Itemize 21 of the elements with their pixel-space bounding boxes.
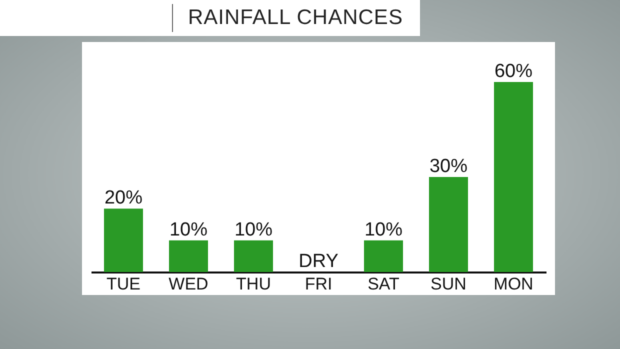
data-label: 30%: [429, 156, 468, 177]
bar: [364, 240, 403, 272]
data-label: 10%: [169, 219, 208, 240]
x-tick-label: THU: [236, 274, 271, 294]
x-tick-label: SAT: [368, 274, 400, 294]
chart-title: RAINFALL CHANCES: [188, 6, 403, 30]
data-label: 10%: [234, 219, 273, 240]
x-tick-label: TUE: [106, 274, 140, 294]
x-tick-label: SUN: [430, 274, 466, 294]
data-label: DRY: [298, 251, 339, 272]
data-label: 10%: [364, 219, 403, 240]
bar: [169, 240, 208, 272]
data-label: 20%: [104, 188, 143, 209]
x-tick-label: FRI: [304, 274, 332, 294]
bar: [494, 82, 533, 272]
bar: [429, 177, 468, 272]
x-tick-label: MON: [494, 274, 534, 294]
bar: [104, 208, 143, 272]
x-tick-label: WED: [168, 274, 208, 294]
bar: [234, 240, 273, 272]
data-label: 60%: [494, 61, 533, 82]
